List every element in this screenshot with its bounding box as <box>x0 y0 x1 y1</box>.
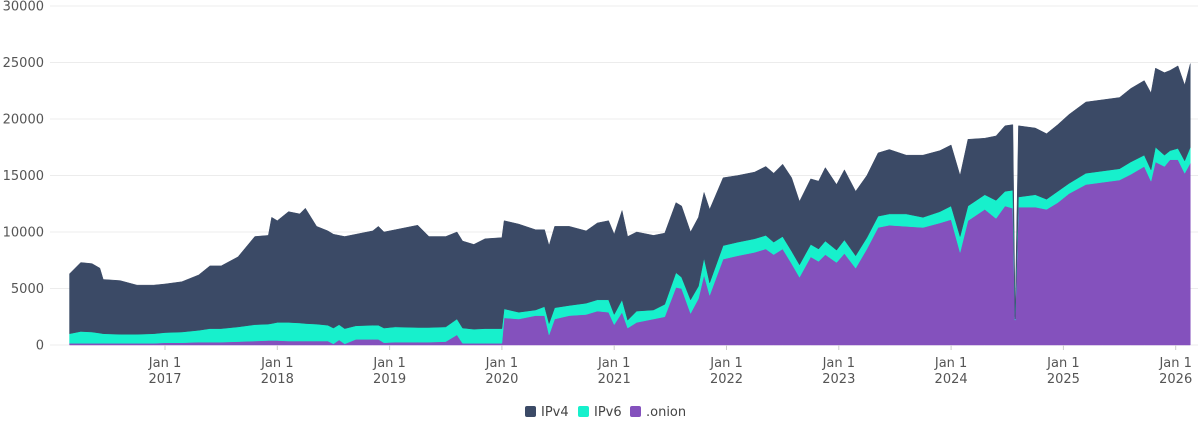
x-tick-label-line1: Jan 1 <box>148 356 181 371</box>
legend-label: .onion <box>646 405 686 420</box>
x-tick-label-line1: Jan 1 <box>260 356 293 371</box>
legend-item-ipv6[interactable]: IPv6 <box>578 405 622 420</box>
x-tick-label-year: 2023 <box>822 372 855 387</box>
x-tick-label-line1: Jan 1 <box>485 356 518 371</box>
x-tick-label-year: 2021 <box>598 372 631 387</box>
x-tick-label-year: 2018 <box>261 372 294 387</box>
x-tick-label-line1: Jan 1 <box>1158 356 1191 371</box>
y-tick-label: 20000 <box>3 113 44 128</box>
legend-item-ipv4[interactable]: IPv4 <box>525 405 569 420</box>
legend-label: IPv4 <box>541 405 569 420</box>
legend-item-onion[interactable]: .onion <box>630 405 686 420</box>
legend-swatch <box>525 406 536 417</box>
x-tick-label-year: 2024 <box>935 372 968 387</box>
y-tick-label: 0 <box>36 339 44 354</box>
x-tick-label-line1: Jan 1 <box>372 356 405 371</box>
x-tick-label-year: 2020 <box>485 372 518 387</box>
x-tick-label-year: 2026 <box>1159 372 1192 387</box>
y-tick-label: 10000 <box>3 226 44 241</box>
legend-label: IPv6 <box>594 405 622 420</box>
x-tick-label-line1: Jan 1 <box>822 356 855 371</box>
area-ipv4 <box>69 63 1191 335</box>
x-tick-label-year: 2017 <box>148 372 181 387</box>
legend-swatch <box>578 406 589 417</box>
x-tick-label-year: 2019 <box>373 372 406 387</box>
x-tick-label-line1: Jan 1 <box>934 356 967 371</box>
y-axis: 0 5000 10000 15000 20000 25000 30000 <box>3 0 44 354</box>
series-areas <box>69 63 1191 346</box>
x-tick-label-line1: Jan 1 <box>709 356 742 371</box>
x-tick-label-year: 2022 <box>710 372 743 387</box>
legend-swatch <box>630 406 641 417</box>
x-tick-label-line1: Jan 1 <box>1046 356 1079 371</box>
y-tick-label: 5000 <box>11 282 44 297</box>
x-tick-label-year: 2025 <box>1047 372 1080 387</box>
y-tick-label: 15000 <box>3 169 44 184</box>
legend: IPv4 IPv6 .onion <box>525 405 686 420</box>
x-tick-label-line1: Jan 1 <box>597 356 630 371</box>
y-tick-label: 25000 <box>3 56 44 71</box>
y-tick-label: 30000 <box>3 0 44 15</box>
